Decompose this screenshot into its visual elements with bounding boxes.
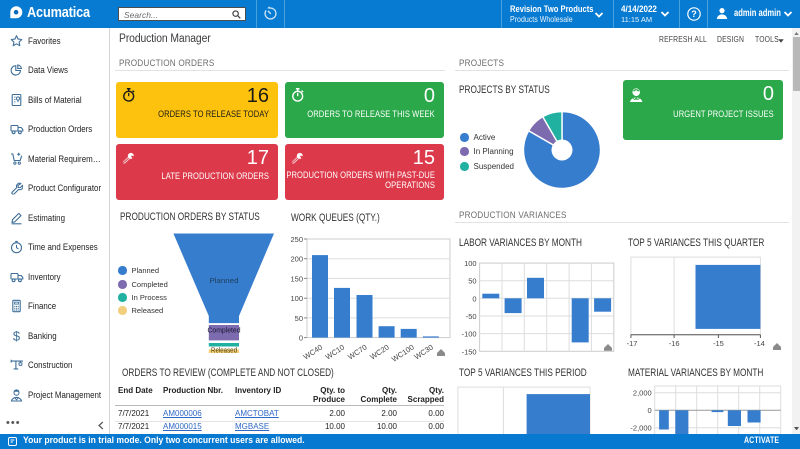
svg-text:50: 50 [468, 277, 476, 286]
svg-text:WC70: WC70 [346, 343, 368, 362]
svg-text:Completed: Completed [208, 326, 241, 335]
svg-text:WC100: WC100 [390, 343, 416, 363]
svg-text:50: 50 [295, 314, 303, 323]
svg-text:-150: -150 [462, 347, 477, 356]
svg-text:WC20: WC20 [368, 343, 390, 362]
svg-text:-50: -50 [466, 312, 477, 321]
svg-text:200: 200 [291, 255, 303, 264]
svg-text:0: 0 [648, 406, 652, 415]
svg-text:WC10: WC10 [324, 343, 346, 362]
svg-text:100: 100 [291, 294, 303, 303]
svg-text:-14: -14 [754, 339, 765, 348]
svg-text:Planned: Planned [210, 276, 239, 285]
svg-text:-15: -15 [713, 339, 724, 348]
svg-text:100: 100 [464, 259, 477, 268]
svg-text:-17: -17 [627, 339, 638, 348]
svg-text:250: 250 [291, 235, 303, 244]
svg-text:150: 150 [291, 274, 303, 283]
svg-text:Released: Released [211, 345, 237, 354]
svg-text:-100: -100 [462, 330, 477, 339]
svg-text:WC40: WC40 [302, 343, 324, 362]
svg-text:WC30: WC30 [413, 343, 435, 362]
svg-text:0: 0 [299, 334, 303, 343]
svg-text:0: 0 [472, 294, 476, 303]
svg-text:2,000: 2,000 [633, 388, 652, 397]
svg-text:-16: -16 [669, 339, 680, 348]
svg-text:-2,000: -2,000 [630, 423, 651, 432]
svg-text:$: $ [13, 329, 21, 342]
